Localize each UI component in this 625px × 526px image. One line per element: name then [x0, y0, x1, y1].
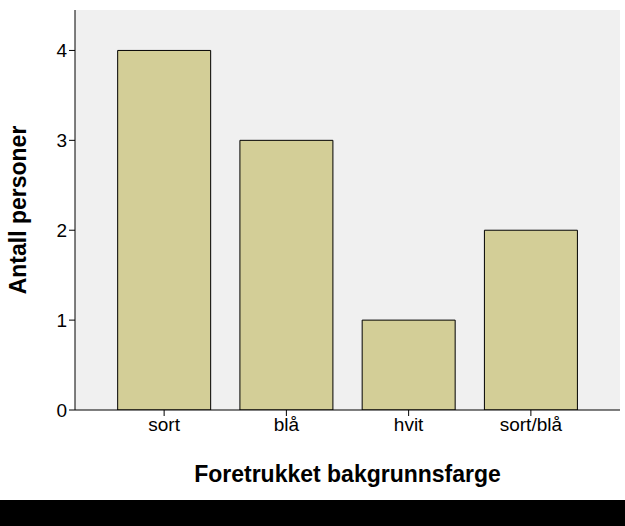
svg-text:sort: sort — [148, 414, 180, 435]
svg-text:sort/blå: sort/blå — [500, 414, 563, 435]
svg-text:Foretrukket bakgrunnsfarge: Foretrukket bakgrunnsfarge — [194, 461, 501, 487]
svg-text:1: 1 — [56, 310, 67, 331]
svg-text:Antall personer: Antall personer — [8, 126, 31, 295]
svg-text:2: 2 — [56, 220, 67, 241]
svg-text:hvit: hvit — [394, 414, 424, 435]
svg-text:4: 4 — [56, 40, 67, 61]
svg-text:3: 3 — [56, 130, 67, 151]
svg-text:blå: blå — [274, 414, 300, 435]
svg-text:0: 0 — [56, 400, 67, 421]
